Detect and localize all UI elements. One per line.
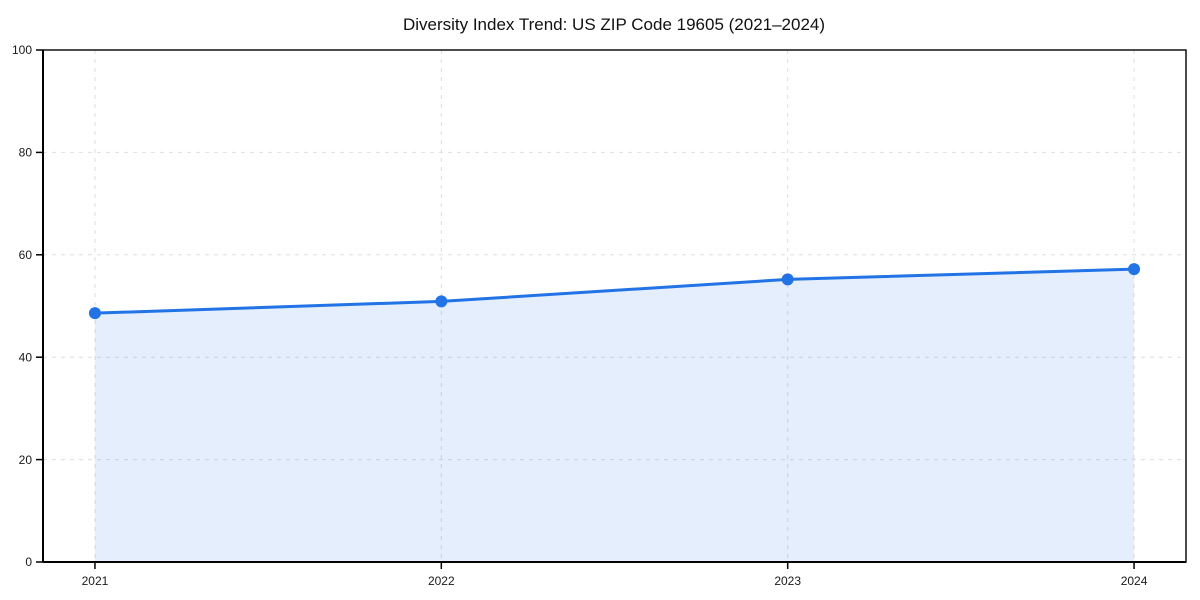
x-tick-label: 2022 (428, 574, 455, 588)
data-point-2024 (1128, 263, 1141, 276)
y-tick-label: 20 (19, 453, 33, 467)
y-tick-label: 80 (19, 146, 33, 160)
plot-area: 0 20 40 60 80 100 2021 2022 2023 2024 (12, 43, 1187, 588)
x-tick-label: 2021 (82, 574, 109, 588)
y-tick-label: 60 (19, 248, 33, 262)
x-tick-label: 2024 (1121, 574, 1148, 588)
y-tick-label: 100 (12, 43, 32, 57)
data-point-2021 (88, 307, 101, 320)
y-tick-label: 0 (25, 555, 32, 569)
y-tick-label: 40 (19, 350, 33, 364)
x-tick-label: 2023 (774, 574, 801, 588)
trend-line (93, 267, 1136, 315)
area-fill (94, 269, 1135, 562)
data-point-2022 (435, 295, 448, 308)
data-point-2023 (781, 273, 794, 286)
chart-title: Diversity Index Trend: US ZIP Code 19605… (403, 15, 825, 34)
